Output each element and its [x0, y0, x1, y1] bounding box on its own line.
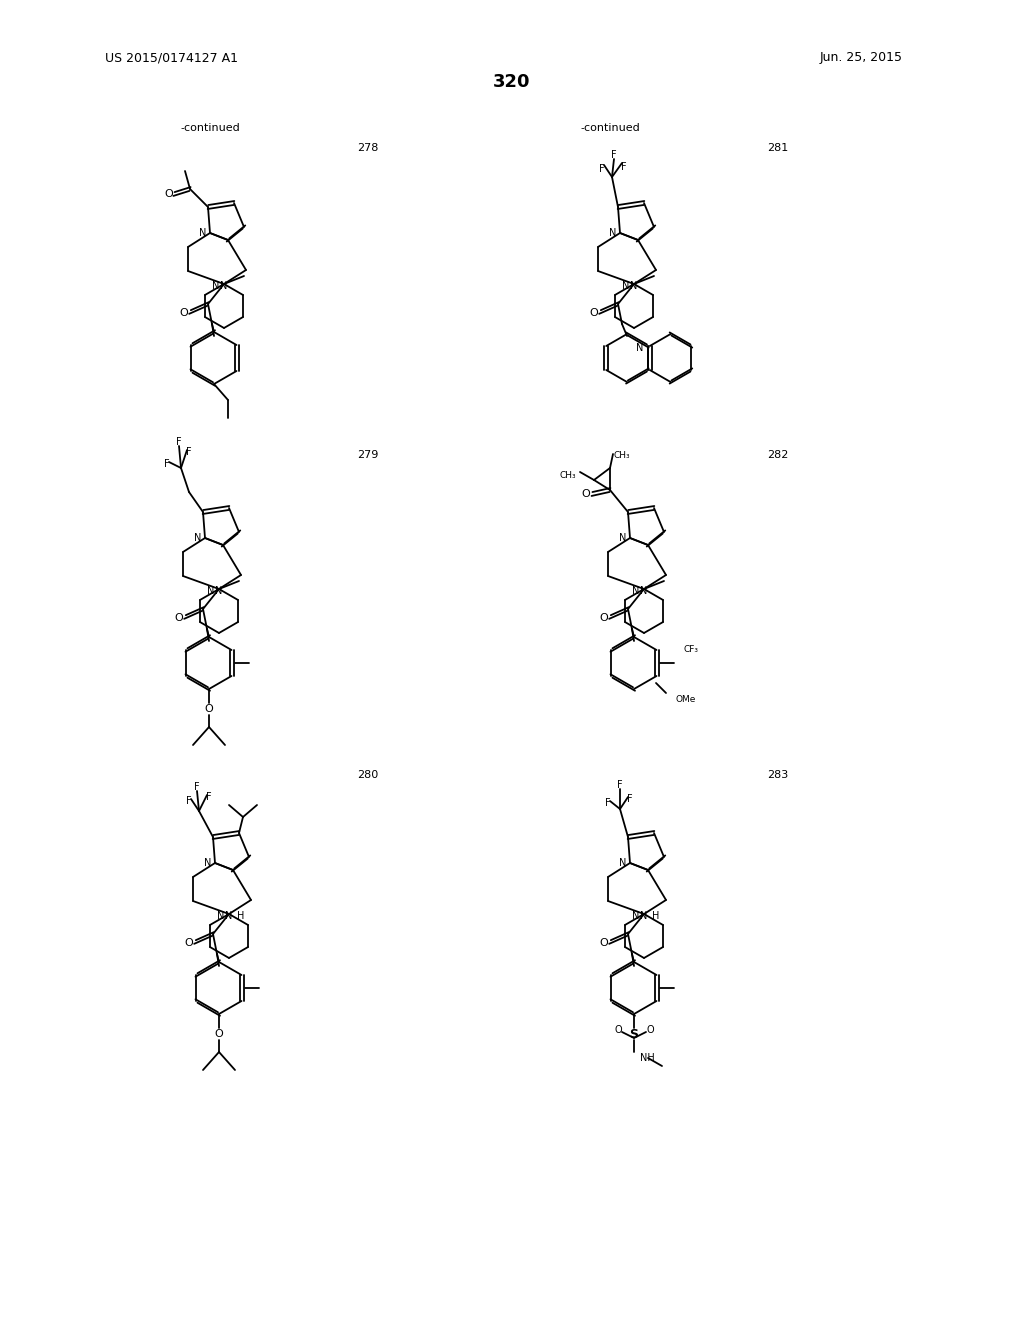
Text: O: O [205, 704, 213, 714]
Text: O: O [165, 189, 173, 199]
Text: N: N [204, 858, 211, 869]
Text: N: N [199, 228, 206, 238]
Text: F: F [186, 447, 191, 457]
Text: N: N [631, 281, 638, 290]
Text: N: N [622, 281, 629, 290]
Text: O: O [215, 1030, 223, 1039]
Text: F: F [617, 780, 623, 789]
Text: N: N [632, 586, 639, 597]
Text: 279: 279 [357, 450, 379, 459]
Text: N: N [225, 911, 232, 921]
Text: H: H [237, 911, 245, 921]
Text: 278: 278 [357, 143, 379, 153]
Text: F: F [599, 164, 605, 174]
Text: F: F [605, 799, 610, 808]
Text: H: H [652, 911, 659, 921]
Text: O: O [175, 612, 183, 623]
Text: 283: 283 [767, 770, 788, 780]
Text: OMe: OMe [676, 694, 696, 704]
Text: F: F [176, 437, 182, 447]
Text: O: O [179, 308, 188, 318]
Text: F: F [622, 162, 627, 172]
Text: CH₃: CH₃ [614, 451, 631, 461]
Text: F: F [206, 792, 212, 803]
Text: N: N [636, 343, 644, 352]
Text: S: S [630, 1027, 639, 1040]
Text: N: N [640, 586, 648, 597]
Text: 280: 280 [357, 770, 379, 780]
Text: N: N [217, 911, 224, 921]
Text: Jun. 25, 2015: Jun. 25, 2015 [820, 51, 903, 65]
Text: F: F [611, 150, 616, 160]
Text: CF₃: CF₃ [684, 644, 699, 653]
Text: N: N [632, 911, 639, 921]
Text: O: O [600, 939, 608, 948]
Text: N: N [207, 586, 214, 597]
Text: NH: NH [640, 1053, 654, 1063]
Text: F: F [186, 796, 191, 807]
Text: N: N [220, 281, 227, 290]
Text: N: N [215, 586, 222, 597]
Text: N: N [618, 858, 626, 869]
Text: 320: 320 [494, 73, 530, 91]
Text: F: F [164, 459, 170, 469]
Text: O: O [614, 1026, 622, 1035]
Text: O: O [184, 939, 194, 948]
Text: N: N [212, 281, 219, 290]
Text: O: O [582, 488, 591, 499]
Text: N: N [194, 533, 201, 543]
Text: 282: 282 [767, 450, 788, 459]
Text: N: N [608, 228, 616, 238]
Text: O: O [646, 1026, 653, 1035]
Text: F: F [195, 781, 200, 792]
Text: F: F [627, 795, 633, 804]
Text: N: N [618, 533, 626, 543]
Text: -continued: -continued [180, 123, 240, 133]
Text: N: N [640, 911, 648, 921]
Text: US 2015/0174127 A1: US 2015/0174127 A1 [105, 51, 238, 65]
Text: O: O [590, 308, 598, 318]
Text: 281: 281 [767, 143, 788, 153]
Text: O: O [600, 612, 608, 623]
Text: CH₃: CH₃ [559, 470, 575, 479]
Text: -continued: -continued [581, 123, 640, 133]
